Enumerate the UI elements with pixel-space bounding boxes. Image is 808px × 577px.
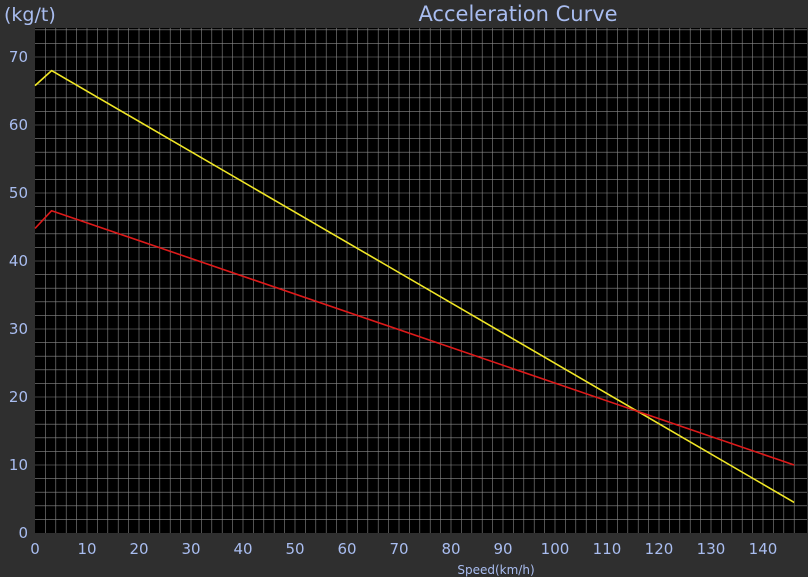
x-tick-label: 50 [285, 540, 304, 558]
y-tick-label: 40 [9, 252, 28, 270]
y-tick-label: 20 [9, 388, 28, 406]
x-tick-label: 120 [645, 540, 674, 558]
series-lines [34, 69, 795, 504]
x-tick-label: 20 [129, 540, 148, 558]
x-tick-label: 90 [493, 540, 512, 558]
chart-title: Acceleration Curve [418, 2, 617, 26]
y-tick-label: 70 [9, 48, 28, 66]
y-tick-label: 50 [9, 184, 28, 202]
x-tick-label: 60 [337, 540, 356, 558]
x-tick-label: 80 [441, 540, 460, 558]
series-line-2 [34, 209, 795, 466]
x-tick-label: 110 [593, 540, 622, 558]
y-tick-label: 30 [9, 320, 28, 338]
x-tick-label: 100 [541, 540, 570, 558]
x-tick-label: 140 [749, 540, 778, 558]
plot-area [35, 28, 807, 533]
y-tick-label: 10 [9, 456, 28, 474]
x-tick-label: 130 [697, 540, 726, 558]
grid-lines [35, 28, 807, 533]
y-tick-label: 60 [9, 116, 28, 134]
series-line-1 [34, 69, 795, 504]
x-tick-label: 40 [233, 540, 252, 558]
x-tick-label: 70 [389, 540, 408, 558]
x-tick-label: 10 [77, 540, 96, 558]
x-tick-label: 0 [30, 540, 40, 558]
tick-labels: 0 10 20 30 40 50 60 70 80 90 100 110 120 130 140 0 10 20 3… [9, 48, 777, 558]
y-axis-label: (kg/t) [4, 4, 56, 26]
y-tick-label: 0 [18, 524, 28, 542]
x-axis-label: Speed(km/h) [457, 563, 534, 577]
x-tick-label: 30 [181, 540, 200, 558]
